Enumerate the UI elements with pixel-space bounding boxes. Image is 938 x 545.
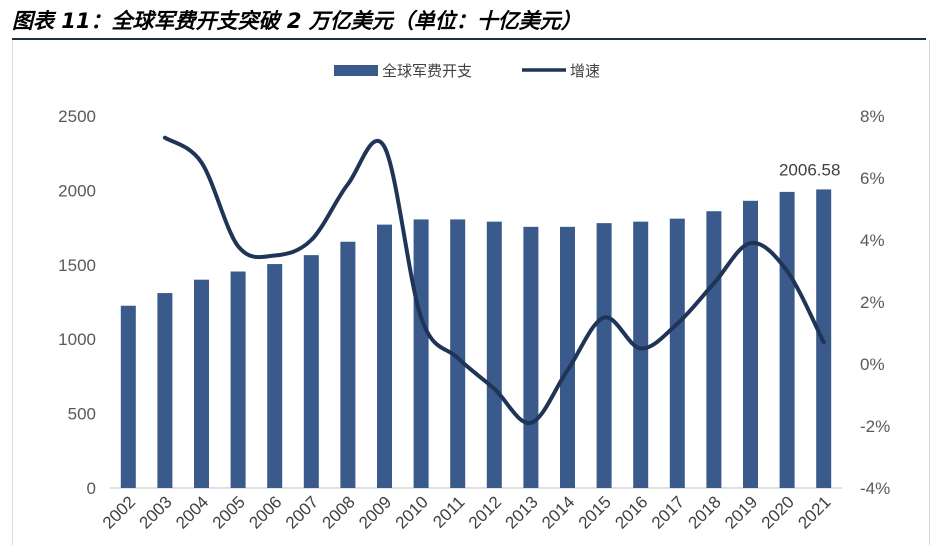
right-tick-label: 8% (860, 107, 885, 126)
right-tick-label: 2% (860, 293, 885, 312)
x-tick-label: 2010 (392, 492, 432, 532)
x-tick-label: 2017 (648, 492, 688, 532)
x-tick-label: 2009 (355, 492, 395, 532)
data-label-2021: 2006.58 (779, 160, 840, 179)
x-tick-label: 2005 (209, 492, 249, 532)
bar-2007 (303, 255, 319, 488)
bar-2006 (267, 264, 283, 488)
chart-frame (12, 40, 930, 545)
bar-2003 (157, 293, 173, 488)
legend-line-label: 增速 (570, 62, 600, 80)
left-tick-label: 1000 (58, 330, 96, 349)
left-tick-label: 2500 (58, 107, 96, 126)
x-tick-label: 2018 (685, 492, 725, 532)
right-tick-label: -4% (860, 479, 890, 498)
growth-line (162, 135, 826, 425)
bar-2014 (560, 226, 575, 488)
x-tick-label: 2013 (502, 492, 542, 532)
legend: 全球军费开支 增速 (334, 62, 600, 80)
x-tick-label: 2007 (282, 492, 322, 532)
bar-2013 (523, 226, 539, 488)
bar-2010 (413, 219, 429, 488)
left-tick-label: 2000 (58, 181, 96, 200)
bar-2012 (486, 221, 502, 488)
left-tick-label: 1500 (58, 256, 96, 275)
right-tick-label: 4% (860, 231, 885, 250)
right-tick-label: -2% (860, 417, 890, 436)
bar-2018 (706, 211, 722, 488)
bar-2011 (450, 219, 466, 488)
title-underline (12, 38, 926, 40)
x-tick-label: 2019 (721, 492, 761, 532)
right-tick-label: 0% (860, 355, 885, 374)
bar-2015 (596, 223, 612, 489)
legend-bar-label: 全球军费开支 (382, 62, 472, 80)
right-tick-label: 6% (860, 169, 885, 188)
x-tick-label: 2008 (319, 492, 359, 532)
chart-title: 图表 11：全球军费开支突破 2 万亿美元（单位：十亿美元） (12, 9, 582, 33)
x-tick-label: 2003 (136, 492, 176, 532)
bar-2008 (340, 241, 356, 488)
x-tick-label: 2011 (429, 492, 468, 531)
bar-series (120, 189, 832, 489)
bar-2005 (230, 271, 246, 488)
bar-2009 (377, 224, 392, 488)
x-tick-label: 2020 (758, 492, 798, 532)
x-tick-label: 2006 (245, 492, 285, 532)
x-tick-label: 2015 (575, 492, 615, 532)
right-axis: -4% -2% 0% 2% 4% 6% 8% (860, 107, 890, 498)
x-tick-label: 2012 (465, 492, 505, 532)
x-axis: 2002200320042005200620072008200920102011… (99, 492, 835, 532)
x-tick-label: 2014 (538, 492, 578, 532)
bar-2020 (779, 191, 795, 488)
x-tick-label: 2016 (611, 492, 651, 532)
bar-2002 (120, 305, 136, 488)
left-tick-label: 0 (87, 479, 96, 498)
left-axis: 0 500 1000 1500 2000 2500 (58, 107, 96, 498)
bar-2017 (669, 218, 685, 488)
left-tick-label: 500 (68, 405, 96, 424)
x-tick-label: 2002 (99, 492, 139, 532)
legend-bar-swatch (334, 65, 378, 76)
bar-2019 (743, 200, 758, 489)
x-tick-label: 2021 (794, 492, 834, 532)
bar-2004 (194, 279, 209, 488)
x-tick-label: 2004 (172, 492, 212, 532)
bar-2016 (633, 221, 649, 488)
